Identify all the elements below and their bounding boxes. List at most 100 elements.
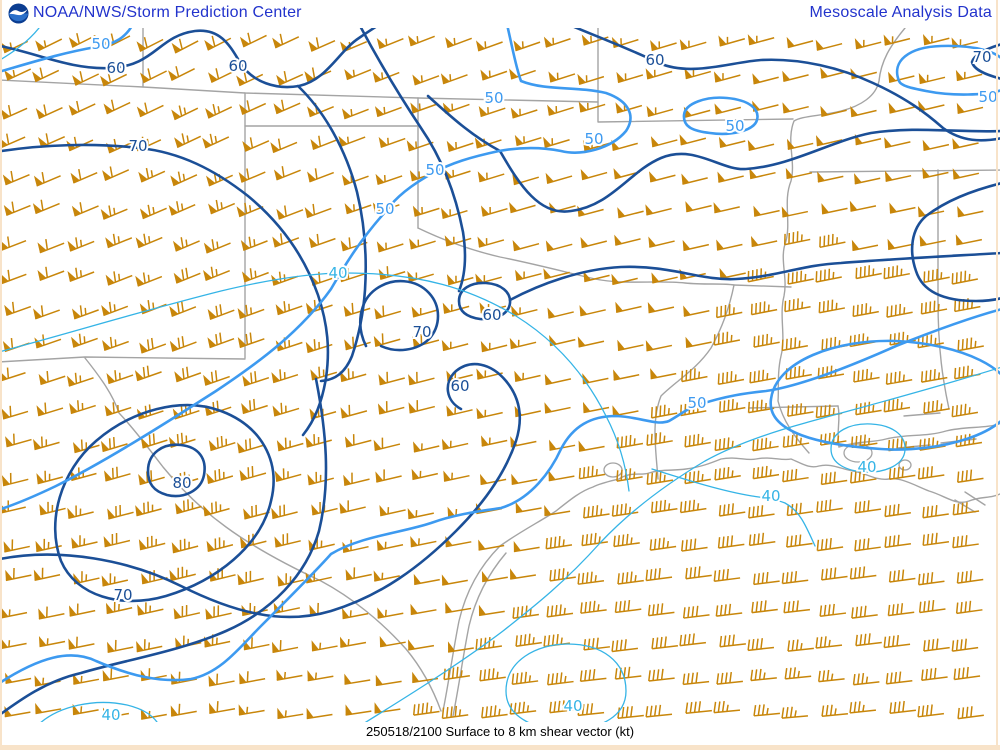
contour-label: 50 — [91, 35, 110, 53]
wind-barb-icon — [952, 535, 979, 549]
wind-barb-icon — [408, 639, 435, 651]
wind-barb-icon — [408, 35, 435, 47]
contour-line-60 — [457, 281, 512, 321]
wind-barb-icon — [546, 672, 574, 686]
wind-barb-icon — [918, 599, 946, 614]
wind-barb-icon — [713, 331, 741, 346]
wind-barb-icon — [511, 473, 538, 486]
wind-barb-icon — [3, 539, 30, 553]
frame-border-left — [0, 0, 2, 750]
wind-barb-icon — [786, 138, 814, 151]
wind-barb-icon — [748, 505, 775, 519]
wind-barb-icon — [917, 466, 945, 480]
wind-barb-icon — [174, 366, 202, 383]
wind-barb-icon — [271, 640, 299, 654]
contour-line-60 — [573, 28, 1000, 142]
contour-line-60 — [0, 28, 377, 89]
contour-label: 40 — [563, 697, 582, 715]
wind-barb-icon — [544, 373, 572, 386]
wind-barb-icon — [2, 170, 30, 186]
wind-barb-icon — [67, 505, 94, 520]
wind-barb-icon — [751, 600, 778, 614]
wind-barb-icon — [512, 239, 540, 252]
wind-barb-icon — [786, 502, 814, 517]
wind-barb-icon — [374, 305, 402, 320]
wind-barb-icon — [2, 337, 30, 353]
wind-barb-icon — [169, 336, 197, 352]
wind-barb-icon — [716, 239, 743, 251]
wind-barb-icon — [38, 371, 66, 386]
wind-barb-icon — [851, 605, 878, 619]
wind-barb-icon — [713, 700, 741, 714]
wind-barb-icon — [241, 398, 268, 415]
wind-barb-icon — [747, 34, 775, 46]
wind-barb-icon — [855, 265, 882, 280]
wind-barb-icon — [817, 171, 844, 183]
wind-barb-icon — [681, 173, 708, 185]
contour-line-40 — [0, 272, 630, 492]
wind-barb-icon — [107, 639, 134, 654]
contour-line-50 — [0, 308, 1000, 685]
wind-barb-icon — [514, 370, 541, 383]
map-caption: 250518/2100 Surface to 8 km shear vector… — [365, 724, 635, 739]
wind-barb-icon — [683, 305, 710, 317]
wind-barb-icon — [169, 566, 196, 582]
contour-line-50 — [769, 339, 1000, 451]
wind-barb-icon — [886, 303, 913, 318]
contour-label: 50 — [584, 130, 603, 148]
wind-barb-icon — [238, 168, 266, 183]
wind-barb-icon — [481, 435, 508, 447]
wind-barb-icon — [787, 639, 814, 652]
wind-barb-icon — [782, 102, 809, 114]
contour-label: 50 — [375, 200, 394, 218]
wind-barb-icon — [509, 202, 536, 214]
wind-barb-icon — [135, 501, 162, 517]
wind-barb-icon — [170, 703, 197, 717]
wind-barb-icon — [273, 166, 301, 181]
wind-barb-icon — [685, 566, 712, 580]
wind-barb-icon — [205, 605, 232, 620]
wind-barb-icon — [208, 673, 235, 687]
wind-barb-icon — [344, 434, 372, 448]
wind-barb-icon — [682, 239, 710, 252]
wind-barb-icon — [446, 274, 474, 286]
wind-barb-icon — [781, 571, 809, 585]
wind-barb-icon — [580, 236, 607, 249]
wind-barb-icon — [922, 505, 949, 519]
contour-label: 70 — [113, 586, 132, 604]
wind-barb-icon — [685, 336, 712, 349]
wind-barb-icon — [306, 707, 333, 720]
wind-barb-icon — [853, 368, 880, 383]
contour-line-50 — [0, 28, 632, 511]
wind-barb-icon — [548, 71, 576, 83]
wind-barb-icon — [852, 672, 880, 686]
contour-line-60 — [0, 362, 522, 619]
wind-barb-icon — [753, 333, 780, 348]
wind-barb-icon — [747, 638, 775, 652]
contour-line-60 — [910, 182, 1000, 303]
wind-barb-icon — [515, 501, 542, 514]
wind-barb-icon — [67, 237, 95, 252]
wind-barb-icon — [611, 639, 638, 653]
wind-barb-icon — [344, 336, 371, 351]
wind-barb-icon — [717, 535, 745, 549]
wind-barb-icon — [406, 140, 434, 152]
wind-barb-icon — [577, 336, 605, 348]
wind-barb-icon — [888, 71, 915, 83]
contour-line-70 — [359, 279, 440, 352]
lake-outline — [603, 462, 623, 478]
contour-label: 60 — [482, 306, 501, 324]
wind-barb-icon — [175, 499, 202, 515]
wind-barb-icon — [648, 668, 675, 682]
wind-barb-icon — [713, 202, 740, 214]
contour-label: 70 — [128, 137, 147, 155]
contour-line-50 — [0, 28, 133, 73]
wind-barb-icon — [616, 71, 644, 84]
wind-barb-icon — [719, 634, 746, 648]
wind-barb-icon — [68, 100, 96, 116]
wind-barb-icon — [410, 535, 437, 548]
wind-barb-icon — [136, 37, 164, 52]
wind-barb-icon — [307, 168, 334, 183]
wind-barb-icon — [923, 268, 950, 283]
wind-barb-icon — [69, 603, 96, 617]
